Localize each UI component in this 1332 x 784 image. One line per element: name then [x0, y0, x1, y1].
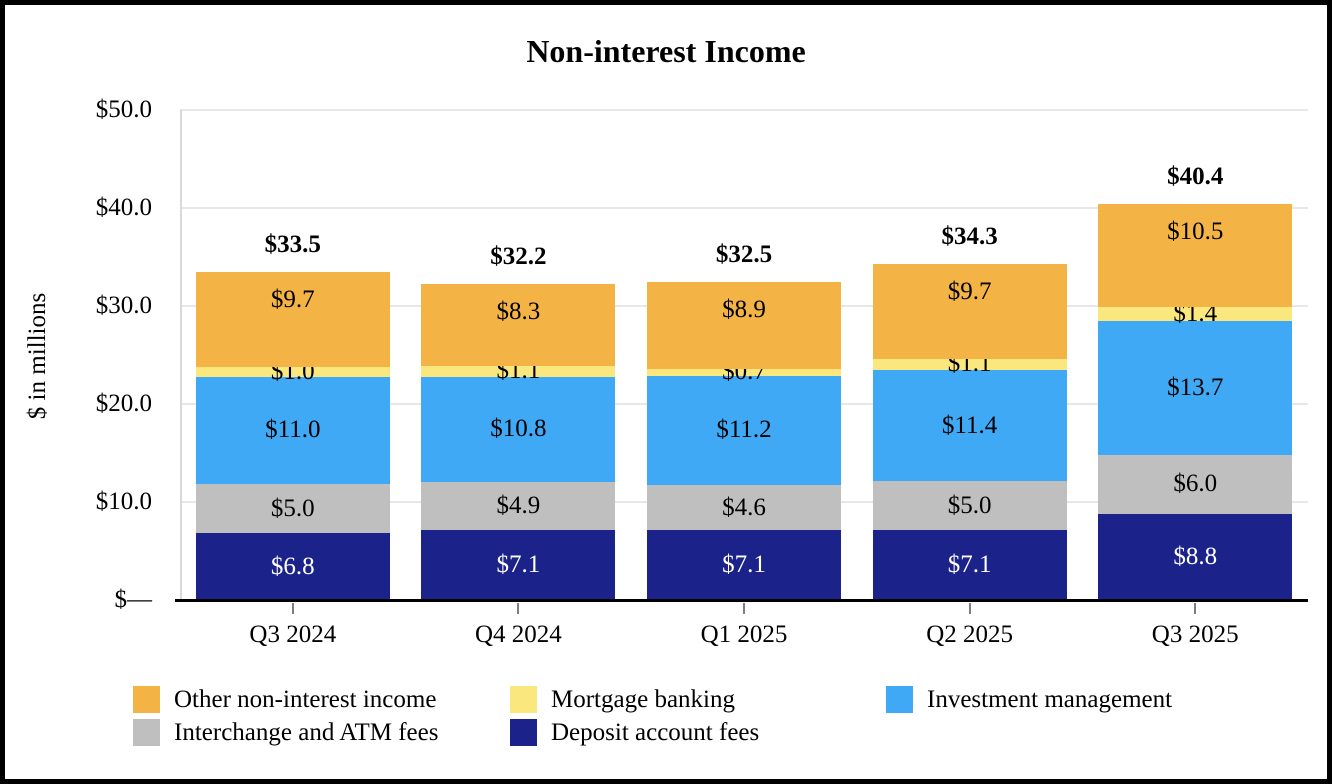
- segment-label: $6.0: [1173, 470, 1218, 498]
- bar-segment-investment-management: [1098, 320, 1293, 455]
- bar-segment-deposit-account-fees: [647, 530, 841, 600]
- bar-segment-interchange-and-atm-fees: [195, 484, 390, 534]
- segment-label: $5.0: [270, 494, 315, 522]
- segment-label: $10.8: [490, 415, 547, 443]
- segment-label: $10.5: [1167, 218, 1224, 246]
- y-tick-label: $30.0: [95, 292, 152, 319]
- segment-label: $7.1: [496, 551, 541, 579]
- segment-label: $13.7: [1167, 373, 1224, 401]
- segment-label: $8.8: [1173, 542, 1218, 570]
- segment-label: $11.2: [716, 416, 772, 444]
- segment-label: $7.1: [947, 551, 992, 579]
- segment-label: $9.7: [947, 277, 992, 305]
- bar-segment-interchange-and-atm-fees: [421, 482, 616, 531]
- segment-label: $4.9: [496, 492, 541, 520]
- gridline: [180, 207, 1308, 209]
- y-axis-line: [180, 110, 182, 600]
- bar-total-label: $33.5: [264, 230, 321, 258]
- segment-label: $11.4: [941, 411, 998, 439]
- x-axis-line: [175, 599, 1308, 602]
- bar-total-label: $40.4: [1167, 163, 1224, 191]
- y-tick-label: $10.0: [95, 488, 152, 515]
- bar-segment-mortgage-banking: [872, 358, 1067, 370]
- legend-swatch: [510, 719, 537, 746]
- y-tick-label: $50.0: [95, 96, 152, 123]
- legend-swatch: [886, 686, 913, 713]
- bar-segment-investment-management: [872, 369, 1067, 482]
- x-tick-label: Q2 2025: [926, 621, 1013, 648]
- x-tick-mark: [1194, 603, 1197, 614]
- legend-label: Mortgage banking: [551, 685, 735, 713]
- bar-segment-other-non-interest-income: [647, 281, 841, 369]
- bar-segment-other-non-interest-income: [195, 271, 390, 367]
- legend-swatch: [510, 686, 537, 713]
- x-tick-mark: [743, 603, 745, 614]
- bar-segment-other-non-interest-income: [1098, 204, 1293, 307]
- legend-swatch: [133, 686, 160, 713]
- bar-segment-deposit-account-fees: [1098, 513, 1293, 600]
- bar-segment-investment-management: [647, 375, 841, 486]
- segment-label: $8.9: [722, 295, 766, 323]
- bar-segment-investment-management: [195, 376, 390, 485]
- bar-total-label: $32.5: [715, 240, 773, 268]
- segment-label: $6.8: [270, 552, 315, 580]
- bar-segment-interchange-and-atm-fees: [1098, 454, 1293, 514]
- segment-label: $11.0: [265, 416, 321, 444]
- legend-entry-interchange-and-atm-fees: Interchange and ATM fees: [133, 719, 438, 746]
- x-tick-label: Q4 2024: [474, 621, 562, 648]
- segment-label: $5.0: [947, 491, 992, 519]
- legend-swatch: [133, 719, 160, 746]
- legend-entry-investment-management: Investment management: [886, 686, 1172, 713]
- bar-segment-other-non-interest-income: [421, 284, 616, 366]
- bar-segment-deposit-account-fees: [421, 530, 616, 600]
- legend-label: Other non-interest income: [174, 685, 437, 713]
- x-tick-mark: [291, 603, 294, 614]
- bar-total-label: $32.2: [490, 243, 547, 271]
- bar-segment-deposit-account-fees: [195, 533, 390, 600]
- bar-segment-investment-management: [421, 376, 616, 483]
- bar-segment-other-non-interest-income: [872, 263, 1067, 359]
- segment-label: $4.6: [722, 493, 766, 521]
- x-tick-label: Q3 2025: [1151, 621, 1239, 648]
- x-tick-label: Q3 2024: [249, 621, 337, 648]
- legend-label: Interchange and ATM fees: [174, 718, 439, 746]
- x-tick-mark: [517, 603, 520, 614]
- bar-segment-mortgage-banking: [1098, 306, 1293, 321]
- bar-total-label: $34.3: [941, 222, 998, 250]
- chart-title: Non-interest Income: [526, 33, 806, 69]
- segment-label: $7.1: [722, 551, 766, 579]
- x-tick-label: Q1 2025: [700, 621, 788, 648]
- segment-label: $8.3: [496, 298, 541, 326]
- legend-label: Investment management: [927, 685, 1173, 713]
- segment-label: $9.7: [270, 285, 315, 313]
- bar-segment-interchange-and-atm-fees: [647, 485, 841, 531]
- bar-segment-deposit-account-fees: [872, 530, 1067, 600]
- y-tick-label: $—: [114, 586, 153, 613]
- y-tick-label: $20.0: [95, 390, 152, 417]
- bar-segment-mortgage-banking: [195, 366, 390, 377]
- legend-entry-other-non-interest-income: Other non-interest income: [133, 686, 436, 713]
- bar-segment-mortgage-banking: [421, 365, 616, 377]
- x-tick-mark: [968, 603, 971, 614]
- legend-label: Deposit account fees: [551, 718, 760, 746]
- y-tick-label: $40.0: [95, 194, 152, 221]
- legend-entry-deposit-account-fees: Deposit account fees: [510, 719, 759, 746]
- bar-segment-mortgage-banking: [647, 368, 841, 376]
- gridline: [180, 109, 1308, 111]
- bar-segment-interchange-and-atm-fees: [872, 481, 1067, 531]
- legend-entry-mortgage-banking: Mortgage banking: [510, 686, 735, 713]
